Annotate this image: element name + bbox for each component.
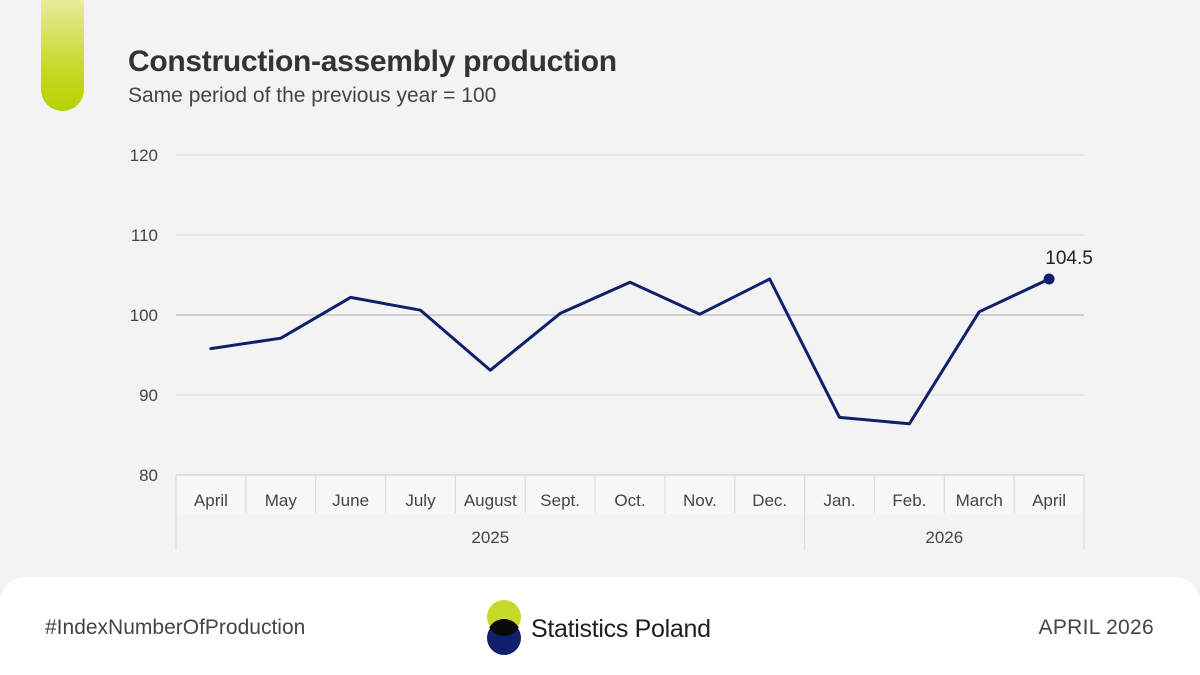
x-tick-label: August [464, 491, 517, 510]
year-label: 2025 [471, 528, 509, 547]
x-tick-label: July [405, 491, 436, 510]
x-tick-label: June [332, 491, 369, 510]
series-line [209, 277, 1051, 426]
footer [0, 577, 1200, 675]
chart-subtitle: Same period of the previous year = 100 [128, 84, 497, 107]
x-tick-label: May [265, 491, 298, 510]
y-tick-label: 110 [131, 226, 158, 245]
line-chart: 80 90 100 110 120 April May June July August Sept.… [130, 146, 1093, 550]
logo-mark-icon [487, 600, 521, 655]
hashtag-label: #IndexNumberOfProduction [45, 616, 306, 639]
x-tick-label: April [194, 491, 228, 510]
x-tick-label: Nov. [683, 491, 717, 510]
logo-text: Statistics Poland [531, 615, 711, 643]
date-label: APRIL 2026 [1038, 616, 1154, 639]
y-tick-label: 120 [130, 146, 158, 165]
x-tick-label: Jan. [823, 491, 855, 510]
x-tick-label: Oct. [614, 491, 645, 510]
x-tick-label: April [1032, 491, 1066, 510]
x-tick-label: March [956, 491, 1003, 510]
data-point-marker [1043, 273, 1055, 285]
x-tick-label: Sept. [540, 491, 580, 510]
y-tick-label: 90 [139, 386, 158, 405]
data-label: 104.5 [1045, 248, 1093, 269]
x-axis-band [176, 475, 1084, 513]
year-label: 2026 [925, 528, 963, 547]
y-tick-label: 80 [139, 466, 158, 485]
accent-bar [41, 0, 84, 111]
x-tick-label: Dec. [752, 491, 787, 510]
chart-title: Construction-assembly production [128, 45, 617, 78]
y-tick-label: 100 [130, 306, 158, 325]
x-tick-label: Feb. [892, 491, 926, 510]
